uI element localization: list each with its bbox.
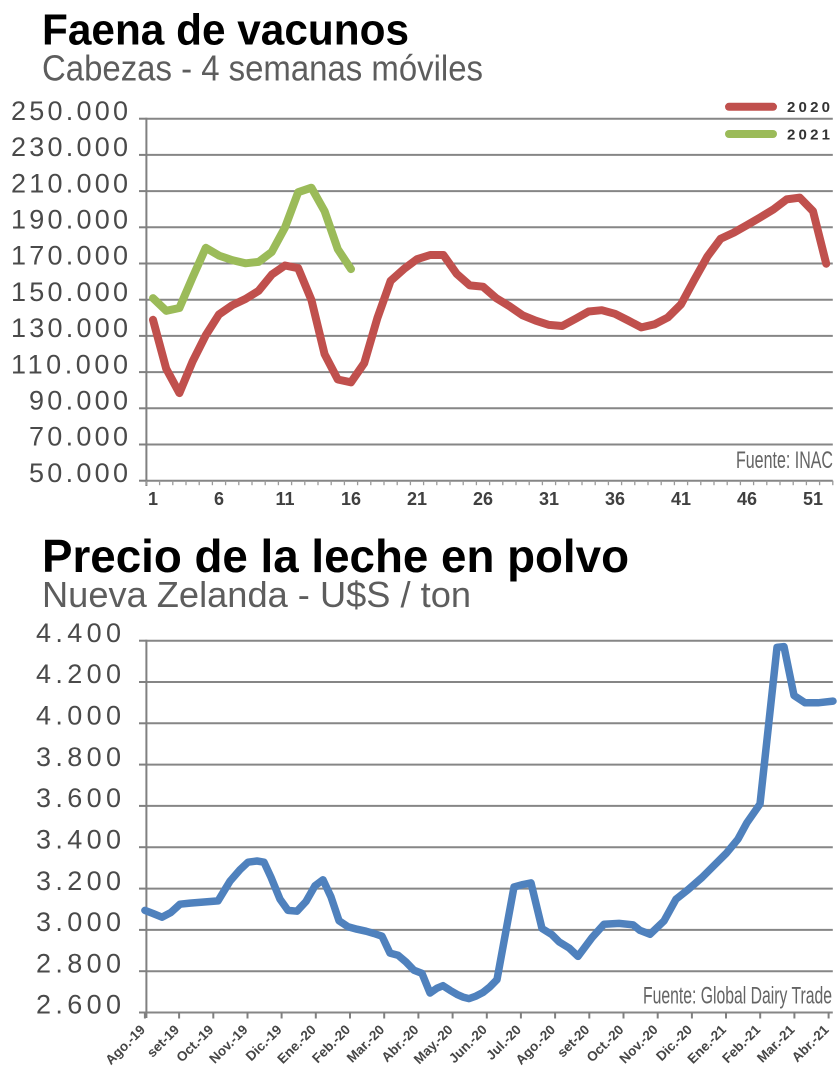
svg-text:3.200: 3.200 [36, 866, 121, 896]
svg-text:210.000: 210.000 [11, 168, 128, 198]
svg-text:1: 1 [148, 489, 158, 509]
svg-text:90.000: 90.000 [29, 386, 128, 416]
svg-text:51: 51 [803, 489, 823, 509]
svg-text:130.000: 130.000 [11, 313, 128, 343]
svg-text:46: 46 [737, 489, 757, 509]
svg-text:3.000: 3.000 [36, 907, 121, 937]
svg-text:6: 6 [214, 489, 224, 509]
svg-text:Precio de la leche en polvo: Precio de la leche en polvo [42, 530, 629, 582]
svg-text:4.200: 4.200 [36, 659, 121, 689]
svg-text:Nueva Zelanda - U$S / ton: Nueva Zelanda - U$S / ton [42, 574, 471, 615]
svg-text:170.000: 170.000 [11, 241, 128, 271]
svg-text:50.000: 50.000 [29, 458, 128, 488]
svg-text:190.000: 190.000 [11, 205, 128, 235]
svg-text:11: 11 [275, 489, 294, 509]
svg-text:250.000: 250.000 [11, 96, 128, 126]
svg-text:2.600: 2.600 [36, 990, 121, 1020]
svg-text:4.400: 4.400 [36, 618, 121, 648]
svg-text:36: 36 [605, 489, 625, 509]
svg-text:Cabezas - 4 semanas móviles: Cabezas - 4 semanas móviles [42, 48, 483, 89]
svg-text:Fuente: INAC: Fuente: INAC [736, 447, 833, 474]
svg-text:Faena de vacunos: Faena de vacunos [42, 6, 409, 55]
svg-text:110.000: 110.000 [11, 349, 128, 379]
svg-text:3.600: 3.600 [36, 783, 121, 813]
svg-text:3.400: 3.400 [36, 825, 121, 855]
svg-text:150.000: 150.000 [11, 277, 128, 307]
svg-text:230.000: 230.000 [11, 132, 128, 162]
svg-text:3.800: 3.800 [36, 742, 121, 772]
svg-text:4.000: 4.000 [36, 701, 121, 731]
svg-text:41: 41 [671, 489, 691, 509]
svg-text:31: 31 [539, 489, 559, 509]
svg-text:16: 16 [341, 489, 361, 509]
svg-text:70.000: 70.000 [29, 422, 128, 452]
svg-text:26: 26 [473, 489, 493, 509]
svg-text:Fuente: Global Dairy Trade: Fuente: Global Dairy Trade [643, 983, 832, 1010]
svg-text:2.800: 2.800 [36, 948, 121, 978]
svg-text:21: 21 [407, 489, 427, 509]
